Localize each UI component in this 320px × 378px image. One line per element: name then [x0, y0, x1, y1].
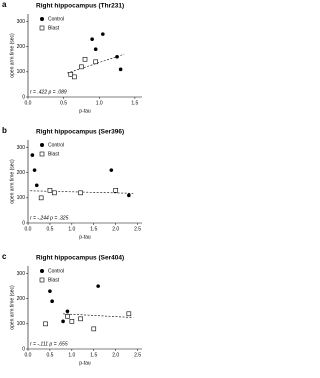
point [78, 316, 83, 322]
x-tick-label: 0.5 [46, 352, 53, 358]
x-tick-label: 1.0 [96, 100, 103, 106]
x-axis-label: p-tau [79, 108, 91, 114]
figure: a Right hippocampus (Thr231) 0.0 0.5 1.0 1.5 0… [2, 0, 142, 366]
panel-label: b [2, 126, 7, 135]
point [90, 37, 94, 41]
point [47, 188, 53, 193]
fit-line [63, 313, 134, 318]
point [61, 319, 65, 324]
y-tick-label: 300 [17, 19, 26, 25]
x-tick-label: 2.0 [112, 352, 119, 358]
point [113, 188, 118, 193]
y-tick-label: 200 [17, 296, 26, 302]
point [127, 193, 131, 198]
point [50, 299, 54, 304]
point [91, 326, 97, 332]
point [30, 153, 35, 157]
x-tick-label: 0.5 [46, 226, 53, 232]
point [65, 309, 70, 314]
annotation: r = .422 p = .089 [30, 89, 67, 95]
panel-label: c [2, 252, 7, 261]
x-tick-label: 1.0 [68, 352, 75, 358]
legend-label: Control [48, 16, 64, 22]
y-tick-label: 0 [22, 94, 25, 100]
legend-label: Blast [48, 151, 60, 157]
chart-title: Right hippocampus (Ser396) [36, 129, 124, 136]
x-tick-label: 2.5 [134, 226, 141, 232]
legend-marker [39, 25, 45, 31]
y-tick-label: 100 [17, 69, 26, 75]
point [78, 190, 83, 196]
point [43, 321, 48, 327]
point [72, 74, 77, 80]
legend-label: Control [48, 142, 64, 148]
y-axis-label: open arm time (sec) [9, 159, 15, 204]
y-axis-label: open arm time (sec) [9, 285, 15, 330]
point [118, 67, 123, 72]
point [48, 289, 52, 293]
y-tick-label: 200 [17, 44, 26, 50]
panel-label: a [2, 0, 7, 9]
point [109, 168, 114, 172]
point [93, 59, 98, 65]
x-tick-label: 1.0 [68, 226, 75, 232]
point [79, 64, 84, 70]
y-tick-label: 100 [17, 321, 26, 327]
point [69, 319, 75, 324]
y-tick-label: 200 [17, 170, 26, 176]
point [115, 54, 119, 59]
y-tick-label: 100 [17, 195, 26, 201]
point [68, 72, 74, 77]
x-axis-label: p-tau [79, 234, 91, 240]
annotation: r = -.244 p = .325 [30, 215, 69, 221]
y-tick-label: 300 [17, 145, 26, 151]
x-tick-label: 1.5 [131, 100, 138, 106]
chart-title: Right hippocampus (Ser404) [36, 255, 124, 262]
x-tick-label: 1.5 [90, 226, 97, 232]
point [93, 47, 98, 52]
x-tick-label: 0.0 [25, 100, 32, 106]
x-tick-label: 0.0 [25, 352, 32, 358]
y-tick-label: 0 [22, 220, 25, 226]
point [38, 195, 44, 201]
legend-label: Blast [48, 277, 60, 283]
point [96, 284, 100, 288]
x-tick-label: 0.0 [25, 226, 32, 232]
point [32, 168, 37, 172]
fit-line [30, 190, 134, 194]
x-tick-label: 2.0 [112, 226, 119, 232]
point [65, 314, 70, 319]
y-axis-label: open arm time (sec) [9, 33, 15, 78]
point [126, 311, 132, 317]
legend-label: Control [48, 268, 64, 274]
legend-marker [40, 143, 44, 147]
y-tick-label: 0 [22, 346, 25, 352]
legend-marker [39, 277, 45, 283]
annotation: r = -.111 p = .655 [30, 341, 68, 347]
x-tick-label: 0.5 [60, 100, 67, 106]
point [101, 32, 105, 36]
legend-marker [40, 269, 44, 273]
point [34, 183, 39, 188]
y-tick-label: 300 [17, 271, 26, 277]
x-tick-label: 2.5 [134, 352, 141, 358]
fit-line [67, 53, 125, 74]
legend-label: Blast [48, 25, 60, 31]
point [82, 56, 88, 62]
legend-marker [40, 17, 44, 21]
x-tick-label: 1.5 [90, 352, 97, 358]
legend-marker [39, 151, 45, 157]
chart-title: Right hippocampus (Thr231) [36, 3, 124, 10]
x-axis-label: p-tau [79, 360, 91, 366]
point [52, 190, 57, 196]
